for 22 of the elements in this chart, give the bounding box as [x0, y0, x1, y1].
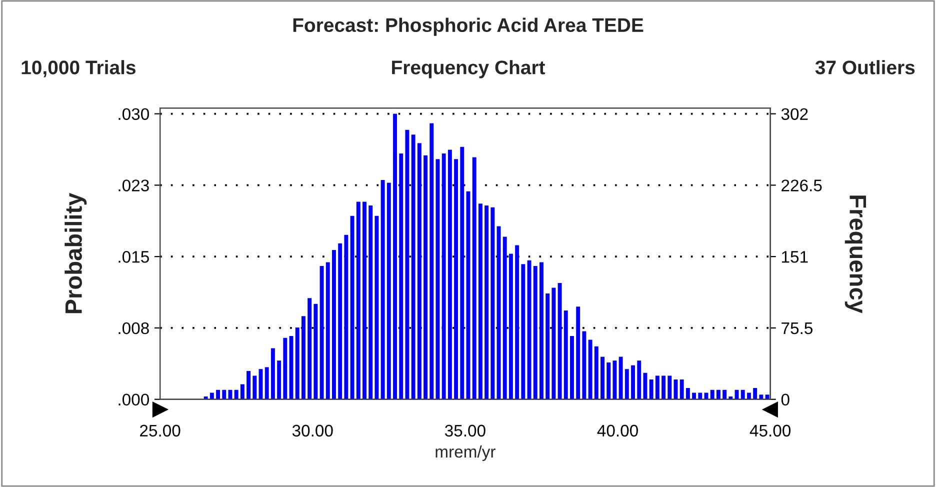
y2-tick-label: 75.5	[782, 322, 812, 334]
y-tick-label: .000	[118, 394, 149, 406]
y-tick-label: .023	[118, 180, 149, 192]
y2-tick-label: 0	[781, 394, 790, 406]
x-tick-label: 40.00	[597, 424, 638, 437]
y-tick-label: .008	[118, 322, 149, 334]
text: 37 Outliers	[815, 60, 915, 74]
y2-tick-label: 226.5	[782, 180, 822, 192]
y2-tick-label: 151	[782, 251, 808, 263]
y2-axis-title: Frequency	[844, 196, 866, 314]
x-tick-label: 45.00	[750, 424, 791, 437]
y-axis-title: Probability	[64, 192, 87, 314]
chart-title: Forecast: Phosphoric Acid Area TEDE	[293, 18, 644, 36]
x-tick-label: 35.00	[444, 424, 486, 437]
y-tick-label: .030	[118, 108, 149, 120]
y-tick-label: .015	[118, 250, 149, 263]
chart-subtitle: Frequency Chart	[392, 60, 546, 78]
x-tick-label: 25.00	[140, 424, 180, 437]
x-tick-label: 30.00	[292, 424, 333, 437]
x-axis-title: mrem/yr	[436, 445, 496, 461]
text: 10,000 Trials	[22, 60, 136, 78]
y2-tick-label: 302	[781, 108, 808, 120]
